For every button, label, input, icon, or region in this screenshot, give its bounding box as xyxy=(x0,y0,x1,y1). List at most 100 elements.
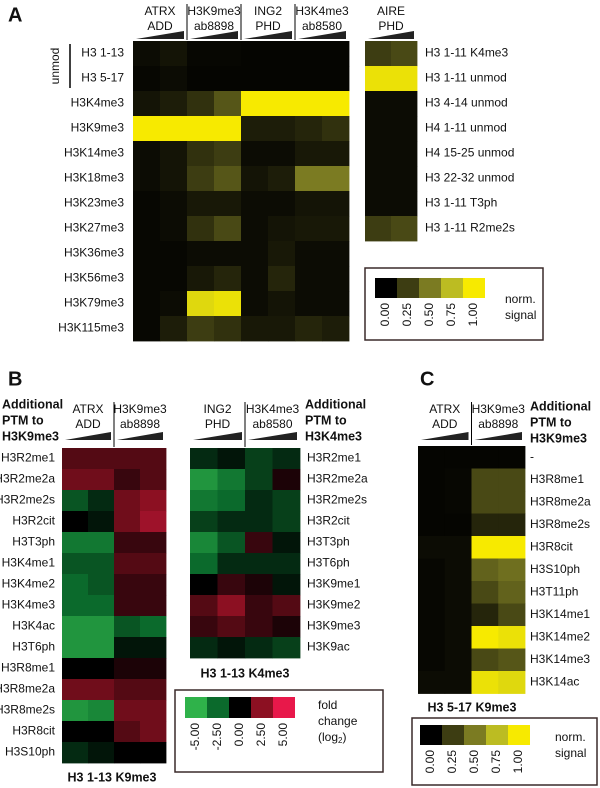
row-label: H3 22-32 unmod xyxy=(425,171,514,185)
heatmap-cell xyxy=(140,700,167,722)
heatmap-cell xyxy=(418,558,446,582)
column-header: H3K9me3 xyxy=(472,402,526,416)
colorbar-unit: (log2) xyxy=(318,730,346,745)
heatmap-cell xyxy=(365,41,392,67)
row-label: H4 15-25 unmod xyxy=(425,146,514,160)
column-header: H3K4me3 xyxy=(246,402,300,416)
heatmap-cell xyxy=(88,721,115,743)
heatmap-cell xyxy=(498,468,526,492)
heatmap-cell xyxy=(241,66,269,92)
heatmap-cell xyxy=(114,448,141,470)
heatmap-cell xyxy=(214,41,242,67)
heatmap-cell xyxy=(245,448,273,470)
colorbar-tick-label: 0.75 xyxy=(489,750,503,774)
column-header: PHD xyxy=(255,19,281,33)
heatmap-cell xyxy=(133,266,161,292)
heatmap-cell xyxy=(418,626,446,649)
heatmap-cell xyxy=(133,41,161,67)
row-label: H3R2me2a xyxy=(0,472,55,486)
heatmap-cell xyxy=(140,532,167,554)
heatmap-cell xyxy=(114,595,141,617)
heatmap-cell xyxy=(214,316,242,342)
row-label: H4 1-11 unmod xyxy=(425,121,507,135)
heatmap-cell xyxy=(114,490,141,512)
heatmap-cell xyxy=(133,316,161,342)
heatmap-cell xyxy=(140,448,167,470)
heatmap-cell xyxy=(114,553,141,575)
row-label: H3 1-11 R2me2s xyxy=(425,221,515,235)
heatmap-cell xyxy=(391,191,418,217)
heatmap-cell xyxy=(241,116,269,142)
colorbar-swatch xyxy=(463,278,485,298)
heatmap-cell xyxy=(322,241,350,267)
heatmap-title: H3 1-13 K4me3 xyxy=(201,666,290,680)
colorbar-unit-part: (log xyxy=(318,730,338,744)
row-label: H3T11ph xyxy=(530,584,578,598)
heatmap-cell xyxy=(214,116,242,142)
row-header: H3K4me3 xyxy=(305,429,362,443)
heatmap-cell xyxy=(295,66,323,92)
heatmap-cell xyxy=(62,700,89,722)
column-header: H3K4me3 xyxy=(295,4,349,18)
heatmap-cell xyxy=(241,91,269,117)
heatmap-cell xyxy=(444,603,472,627)
column-header: H3K9me3 xyxy=(187,4,241,18)
heatmap-cell xyxy=(418,446,446,469)
heatmap-cell xyxy=(365,216,392,242)
heatmap-cell xyxy=(471,648,499,672)
heatmap-cell xyxy=(498,536,526,559)
heatmap-cell xyxy=(418,603,446,627)
heatmap-cell xyxy=(498,558,526,582)
row-header: H3K9me3 xyxy=(530,431,587,445)
heatmap-cell xyxy=(190,469,218,491)
heatmap-cell xyxy=(241,216,269,242)
heatmap-cell xyxy=(190,532,218,554)
heatmap-cell xyxy=(214,91,242,117)
row-header: PTM to xyxy=(305,413,347,427)
heatmap-cell xyxy=(268,141,296,167)
colorbar-tick-label: -5.00 xyxy=(188,723,202,751)
row-label: H3K4me1 xyxy=(2,556,56,570)
row-label: H3K9me2 xyxy=(307,598,361,612)
heatmap-cell xyxy=(241,191,269,217)
row-header: PTM to xyxy=(2,413,44,427)
row-label: H3K36me3 xyxy=(64,246,124,260)
colorbar-swatch xyxy=(420,725,442,745)
colorbar-tick-label: 0.50 xyxy=(422,303,436,327)
row-label: H3K4ac xyxy=(12,619,55,633)
panel-letter: C xyxy=(420,368,434,390)
heatmap-cell xyxy=(418,536,446,559)
heatmap-cell xyxy=(114,742,141,764)
column-header: PHD xyxy=(205,417,231,431)
heatmap-cell xyxy=(268,241,296,267)
row-label: H3K9me3 xyxy=(71,121,125,135)
heatmap-cell xyxy=(140,469,167,491)
heatmap-cell xyxy=(418,671,446,694)
colorbar-tick-label: 0.50 xyxy=(467,750,481,774)
colorbar-swatch xyxy=(185,697,207,718)
heatmap-cell xyxy=(114,658,141,680)
heatmap-cell xyxy=(214,216,242,242)
colorbar-tick-label: -2.50 xyxy=(210,723,224,751)
heatmap-cell xyxy=(295,166,323,192)
heatmap-cell xyxy=(140,658,167,680)
heatmap-cell xyxy=(140,553,167,575)
heatmap-cell xyxy=(498,513,526,537)
heatmap-cell xyxy=(322,41,350,67)
row-label: H3R8me1 xyxy=(1,661,55,675)
colorbar-label: signal xyxy=(555,746,586,760)
panel-letter: B xyxy=(8,368,22,390)
heatmap-cell xyxy=(365,166,392,192)
heatmap-cell xyxy=(190,490,218,512)
heatmap-cell xyxy=(268,316,296,342)
heatmap-cell xyxy=(217,595,246,617)
heatmap-cell xyxy=(62,469,89,491)
heatmap-cell xyxy=(322,166,350,192)
row-label: H3K23me3 xyxy=(64,196,124,210)
heatmap-cell xyxy=(471,626,499,649)
colorbar-swatch xyxy=(375,278,397,298)
heatmap-title: H3 1-13 K9me3 xyxy=(68,770,157,784)
heatmap-cell xyxy=(245,595,273,617)
row-label: H3 1-13 xyxy=(81,46,124,60)
row-label: H3S10ph xyxy=(5,745,55,759)
